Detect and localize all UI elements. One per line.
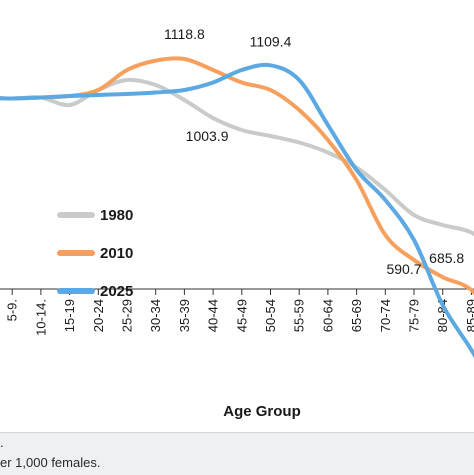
data-label: 1118.8: [164, 26, 205, 42]
data-label: 1109.4: [250, 33, 292, 49]
x-tick-label: 20-24: [91, 299, 106, 332]
x-tick-label: 25-29: [120, 299, 135, 332]
chart-footnote: . er 1,000 females.: [0, 432, 474, 475]
x-tick-label: 70-74: [378, 299, 393, 332]
footnote-line-1: .: [0, 435, 4, 450]
series-line-2010: [0, 56, 474, 296]
data-label: 685.8: [429, 250, 464, 266]
series-line-2025: [0, 62, 474, 359]
x-tick-label: 35-39: [177, 299, 192, 332]
x-tick-label: 10-14.: [33, 299, 48, 336]
x-tick-label: 5-9.: [5, 299, 20, 321]
data-label: 590.7: [386, 261, 421, 277]
x-tick-label: 50-54: [263, 299, 278, 332]
x-tick-label: 85-89: [464, 299, 474, 332]
line-chart: 5-9. 10-14. 15-19 20-24 25-29 30-34 35-39 40-44…: [0, 26, 474, 420]
x-axis-title: Age Group: [223, 403, 301, 420]
data-label: 1003.9: [186, 128, 229, 144]
series-line-1980: [0, 77, 474, 237]
footnote-line-2: er 1,000 females.: [0, 455, 101, 470]
x-tick-label: 55-59: [292, 299, 307, 332]
x-tick-label: 30-34: [148, 299, 163, 332]
x-tick-label: 75-79: [407, 299, 422, 332]
legend-label-2025: 2025: [100, 283, 133, 300]
x-tick-label: 40-44: [206, 299, 221, 332]
x-tick-label: 80-84: [435, 299, 450, 332]
x-tick-label: 15-19: [62, 299, 77, 332]
x-tick-label: 60-64: [320, 299, 335, 332]
legend-label-1980: 1980: [100, 207, 133, 224]
legend-label-2010: 2010: [100, 245, 133, 262]
x-tick-label: 65-69: [349, 299, 364, 332]
x-tick-label: 45-49: [234, 299, 249, 332]
